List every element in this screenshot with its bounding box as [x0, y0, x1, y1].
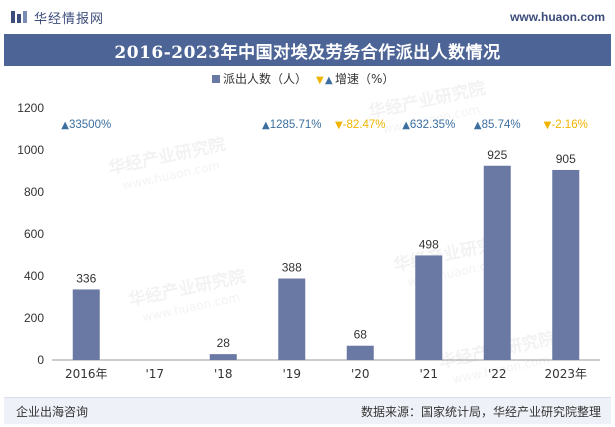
title-banner: 2016-2023年中国对埃及劳务合作派出人数情况 [4, 34, 611, 66]
brand-name: 华经情报网 [34, 11, 105, 27]
huajing-logo-icon [10, 9, 28, 25]
x-tick-label: '20 [351, 367, 370, 381]
bar [483, 165, 511, 360]
y-tick-label: 800 [24, 185, 44, 199]
growth-value: 1285.71% [270, 119, 322, 131]
top-bar: 华经情报网 www.huaon.com [0, 0, 615, 34]
growth-label: ▼-82.47% [335, 119, 386, 131]
chart-title: 2016-2023年中国对埃及劳务合作派出人数情况 [114, 42, 501, 63]
legend-label-count: 派出人数（人） [223, 71, 307, 86]
y-tick-label: 200 [24, 311, 44, 325]
growth-value: 85.74% [482, 119, 521, 131]
y-tick-label: 1000 [17, 143, 44, 157]
bar [415, 255, 443, 360]
growth-value: -82.47% [343, 119, 386, 131]
bar-value-label: 388 [282, 261, 302, 275]
legend-label-growth: 增速（%） [335, 72, 394, 86]
growth-label: ▲33500% [61, 119, 111, 131]
brand[interactable]: 华经情报网 [10, 8, 105, 27]
growth-value: 33500% [69, 119, 111, 131]
y-tick-label: 600 [24, 227, 44, 241]
growth-label: ▲632.35% [402, 119, 455, 131]
bar-value-label: 68 [354, 328, 368, 342]
footer: 企业出海咨询 数据来源：国家统计局，华经产业研究院整理 [4, 397, 611, 424]
x-tick-label: 2016年 [65, 367, 108, 381]
bar [552, 169, 580, 360]
x-tick-label: '17 [145, 367, 164, 381]
arrow-up-icon: ▲ [61, 120, 69, 131]
growth-label: ▲1285.71% [262, 119, 322, 131]
chart-area: 华经产业研究院 www.huaon.com 华经产业研究院 www.huaon.com… [0, 66, 615, 394]
arrow-down-icon: ▼ [335, 120, 343, 131]
bar-value-label: 336 [76, 271, 96, 285]
y-tick-label: 0 [37, 353, 44, 367]
arrow-up-icon: ▲ [402, 120, 410, 131]
arrow-up-icon: ▲ [262, 120, 270, 131]
y-tick-label: 400 [24, 269, 44, 283]
growth-value: 632.35% [410, 119, 455, 131]
growth-label: ▼-2.16% [544, 119, 588, 131]
site-url[interactable]: www.huaon.com [510, 10, 605, 24]
y-tick-label: 1200 [17, 101, 44, 115]
bar [209, 354, 237, 360]
growth-value: -2.16% [551, 119, 587, 131]
growth-label: ▲85.74% [474, 119, 521, 131]
footer-left-text: 企业出海咨询 [16, 405, 89, 419]
bar [72, 289, 100, 360]
bar-chart: 华经产业研究院www.huaon.com华经产业研究院www.huaon.com… [17, 71, 600, 386]
x-tick-label: '19 [282, 367, 301, 381]
x-tick-label: '21 [419, 367, 438, 381]
legend-marker-up: ▲ [325, 75, 333, 86]
legend-marker-down: ▼ [316, 75, 324, 86]
bar-value-label: 905 [556, 152, 576, 166]
x-tick-label: 2023年 [544, 367, 587, 381]
arrow-down-icon: ▼ [544, 120, 552, 131]
bar-value-label: 498 [419, 237, 439, 251]
bar [278, 278, 306, 360]
x-tick-label: '18 [214, 367, 233, 381]
arrow-up-icon: ▲ [474, 120, 482, 131]
legend-swatch-count [212, 75, 220, 83]
bar [346, 345, 374, 360]
x-tick-label: '22 [488, 367, 507, 381]
bar-value-label: 925 [487, 148, 507, 162]
footer-source-text: 数据来源：国家统计局，华经产业研究院整理 [360, 405, 601, 419]
bar-value-label: 28 [217, 336, 231, 350]
